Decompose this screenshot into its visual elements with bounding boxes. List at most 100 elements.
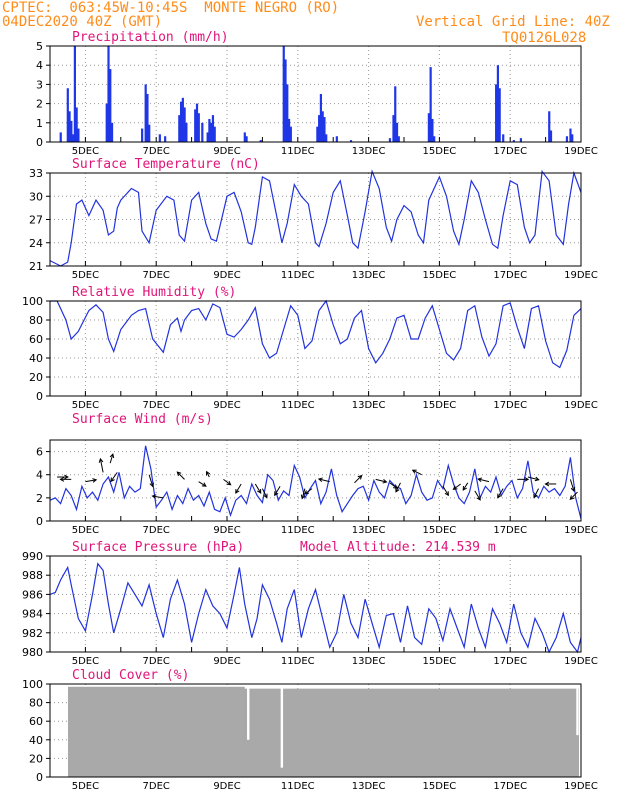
panel4-wind-arrow [176,471,185,480]
panel4-wind-arrow [223,478,231,486]
panel1-ytick-label: 4 [36,59,43,72]
panel1-bar [70,120,73,142]
panel1-xtick-label: 11DEC [281,146,315,157]
panel4-wind-arrowhead [257,488,262,494]
panel1-bar [243,132,246,142]
panel1-bar [194,109,197,142]
panel4-wind-arrow [375,478,387,483]
panel1-bar [206,132,209,142]
station-title: CPTEC: 063:45W-10:45S MONTE NEGRO (RO) [2,0,340,16]
panel5-ytick-label: 988 [22,569,43,582]
panel3-title: Relative Humidity (%) [72,285,236,300]
panel1-bar [110,122,114,142]
panel2-ytick-label: 27 [29,214,43,227]
panel1-bar [519,138,523,142]
panel4-wind-arrow [569,491,578,500]
panel4-wind-arrow [110,472,118,482]
panel4-wind-arrowhead [534,476,540,482]
panel1-bar [181,97,184,142]
panel4-wind-arrow [569,479,575,492]
panel4-wind-arrow [354,475,362,484]
panel4-wind-arrow [318,478,330,483]
panel5-ytick-label: 980 [22,646,43,659]
panel1-bar [210,122,213,142]
panel4-wind-arrowhead [303,490,309,495]
panel1-xtick-label: 9DEC [213,146,240,157]
panel1-bar [495,84,498,142]
panel1-xtick-label: 13DEC [352,146,386,157]
panel5-xtick-label: 19DEC [564,656,598,667]
panel4-wind-arrowhead [524,476,530,482]
panel6-xtick-label: 17DEC [493,781,527,792]
panel1-bar [286,84,289,142]
panel1-bar [571,134,574,142]
panel4-ytick-label: 0 [36,515,43,528]
panel4-wind-arrow [478,478,490,483]
panel4-wind-arrow [198,481,207,487]
panel1-bar [245,136,248,142]
panel3-xtick-label: 7DEC [143,400,170,411]
panel2-xtick-label: 13DEC [352,270,386,281]
panel4-wind-arrow [497,488,504,498]
panel1-xtick-label: 17DEC [493,146,527,157]
panel4-wind-arrowhead [176,471,182,477]
panel4-wind-arrow [261,488,268,498]
panel4-wind-arrow [152,495,164,499]
panel4-wind-arrowhead [235,488,240,494]
panel4-wind-arrow [453,483,461,490]
panel4-wind-arrowhead [151,494,157,499]
panel1-bar [392,115,395,142]
panel4-wind-arrowhead [533,493,538,499]
panel5-line [49,562,582,654]
panel2-xtick-label: 9DEC [213,270,240,281]
panel1-bar [105,103,108,142]
panel1-bar [323,117,326,142]
panel1-bar [72,134,75,142]
model-code: TQ0126L028 [502,30,587,46]
panel6-title: Cloud Cover (%) [72,668,189,683]
panel6-ytick-label: 40 [29,734,43,747]
panel1-bar [431,118,434,142]
panel1-bar [569,128,572,142]
panel4-wind-arrowhead [497,493,502,499]
panel4-xtick-label: 17DEC [493,525,527,536]
panel4-wind-arrowhead [452,485,458,490]
panel1-bar [178,115,181,142]
panel2-ytick-label: 33 [29,167,43,180]
panel1-bar [179,101,183,142]
panel3-ytick-label: 100 [22,295,43,308]
panel1-bar [349,140,353,142]
panel2-line [49,169,582,267]
panel1-bar [433,136,436,142]
panel1-bar [289,126,292,142]
panel4-xtick-label: 19DEC [564,525,598,536]
panel3-xtick-label: 11DEC [281,400,315,411]
panel1-bar [502,134,505,142]
panel4-wind-arrow [412,469,422,476]
panel4-wind-arrow [99,458,104,473]
panel4-wind-arrowhead [382,478,388,484]
panel6-xtick-label: 13DEC [352,781,386,792]
panel4-ytick-label: 2 [36,492,43,505]
panel1-bar [548,111,551,142]
panel6-xtick-label: 5DEC [72,781,99,792]
panel4-wind-arrow [527,476,539,481]
panel1-bar [319,94,323,142]
panel1-xtick-label: 15DEC [423,146,457,157]
panel1-bar [496,65,500,142]
panel2-xtick-label: 15DEC [423,270,457,281]
panel1-bar [201,122,204,142]
panel1-bar [195,103,199,142]
panel6-ytick-label: 100 [22,678,43,691]
panel4-wind-arrow [235,483,242,494]
panel6-bar-gap [280,684,284,768]
panel1-bar [397,136,400,142]
panel3-ytick-label: 60 [29,333,43,346]
panel4-wind-arrowhead [395,487,400,493]
panel2-ytick-label: 30 [29,190,43,203]
panel1-bar [185,122,188,142]
panel6-xtick-label: 9DEC [213,781,240,792]
panel5-ytick-label: 990 [22,550,43,563]
panel1-bar [284,59,287,142]
